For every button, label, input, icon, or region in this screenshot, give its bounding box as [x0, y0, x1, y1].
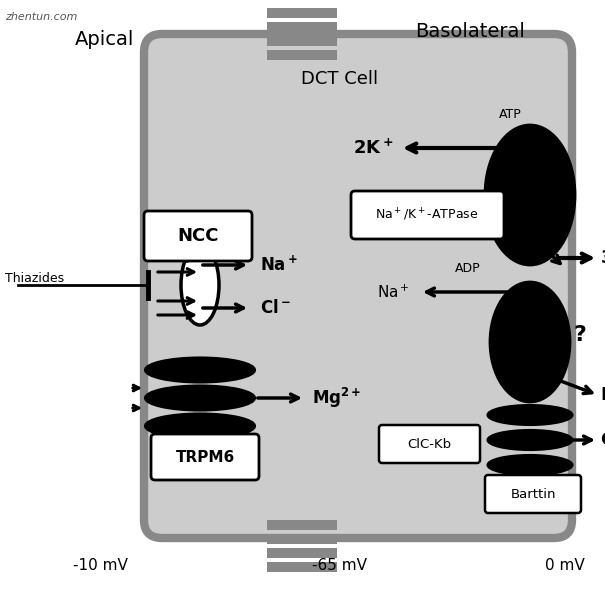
Bar — [267, 22, 337, 32]
Text: $\mathbf{Mg^{2+}}$: $\mathbf{Mg^{2+}}$ — [312, 386, 361, 410]
FancyBboxPatch shape — [485, 475, 581, 513]
Text: -65 mV: -65 mV — [313, 558, 367, 573]
Text: $\mathbf{2K^+}$: $\mathbf{2K^+}$ — [353, 138, 393, 158]
Text: $\mathbf{Mg^{2+}}$: $\mathbf{Mg^{2+}}$ — [600, 383, 605, 407]
Text: $\mathbf{Cl^-}$: $\mathbf{Cl^-}$ — [260, 299, 291, 317]
Bar — [267, 50, 337, 60]
Bar — [267, 562, 337, 572]
Ellipse shape — [488, 405, 572, 425]
Ellipse shape — [145, 413, 255, 438]
Text: $\mathbf{Na^+}$: $\mathbf{Na^+}$ — [260, 255, 298, 275]
Text: ClC-Kb: ClC-Kb — [407, 437, 451, 450]
Bar — [267, 534, 337, 544]
Bar — [267, 548, 337, 558]
Ellipse shape — [145, 386, 255, 410]
FancyBboxPatch shape — [351, 191, 504, 239]
Ellipse shape — [145, 358, 255, 383]
Text: DCT Cell: DCT Cell — [301, 70, 379, 88]
Text: Thiazides: Thiazides — [5, 271, 64, 285]
Ellipse shape — [490, 282, 570, 402]
Text: $\mathbf{3Na^+}$: $\mathbf{3Na^+}$ — [600, 249, 605, 268]
Text: -10 mV: -10 mV — [73, 558, 128, 573]
Bar — [267, 520, 337, 530]
Text: NCC: NCC — [177, 227, 219, 245]
Ellipse shape — [488, 455, 572, 475]
FancyBboxPatch shape — [151, 434, 259, 480]
Ellipse shape — [181, 245, 219, 325]
Text: Na$^+$: Na$^+$ — [378, 283, 410, 301]
Text: ADP: ADP — [455, 262, 481, 274]
FancyBboxPatch shape — [144, 211, 252, 261]
Text: ATP: ATP — [499, 108, 522, 122]
Text: Na$^+$/K$^+$-ATPase: Na$^+$/K$^+$-ATPase — [375, 207, 479, 223]
FancyBboxPatch shape — [144, 34, 572, 538]
Text: zhentun.com: zhentun.com — [5, 12, 77, 22]
FancyBboxPatch shape — [379, 425, 480, 463]
Text: $\mathbf{Cl^-}$: $\mathbf{Cl^-}$ — [600, 431, 605, 449]
Ellipse shape — [488, 430, 572, 450]
Text: Basolateral: Basolateral — [415, 22, 525, 41]
Text: 0 mV: 0 mV — [545, 558, 585, 573]
Text: Apical: Apical — [75, 30, 135, 49]
Ellipse shape — [488, 482, 572, 502]
Text: TRPM6: TRPM6 — [175, 449, 235, 464]
Text: ?: ? — [574, 325, 586, 345]
Text: Barttin: Barttin — [510, 488, 556, 501]
Bar — [267, 36, 337, 46]
Bar — [267, 8, 337, 18]
Ellipse shape — [485, 125, 575, 265]
